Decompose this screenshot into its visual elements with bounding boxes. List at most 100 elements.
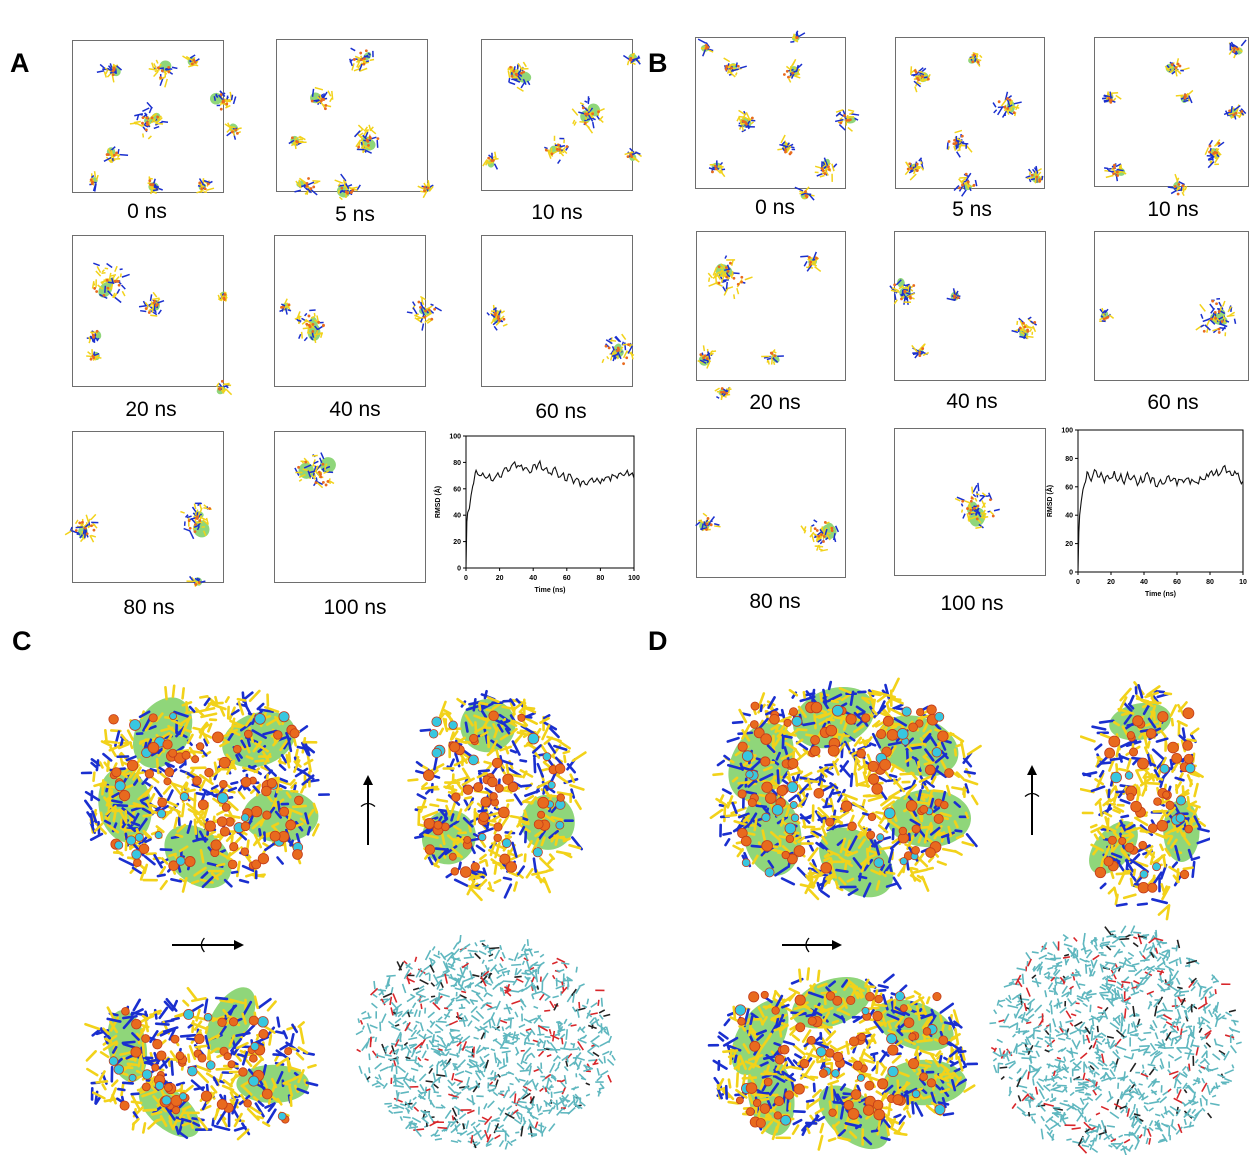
rmsd-plot-b-xtick-label-3: 60	[1173, 579, 1181, 586]
panel-d-side-view	[1080, 681, 1210, 921]
panel-b-snapshot-1-time-label: 0 ns	[755, 196, 795, 219]
panel-a-snapshot-6	[481, 235, 635, 387]
panel-b-snapshot-8	[894, 428, 1046, 576]
panel-a-snapshot-5-molecules	[279, 295, 442, 344]
rmsd-plot-a-xtick-label-1: 20	[496, 575, 504, 582]
panel-c-atomistic-view	[355, 935, 616, 1150]
panel-a-snapshot-6-molecules	[486, 304, 635, 366]
panel-b-snapshot-1	[695, 30, 860, 201]
panel-a-snapshot-6-time-label: 60 ns	[535, 400, 587, 423]
panel-b-snapshot-2-molecules	[904, 51, 1044, 197]
rotation-arrow-d-horizontal	[782, 937, 842, 953]
rmsd-plot-b-axes-frame	[1077, 429, 1244, 573]
panel-a-snapshot-8	[274, 431, 426, 583]
panel-b-snapshot-7	[695, 428, 846, 578]
panel-b-snapshot-5-time-label: 40 ns	[946, 390, 998, 413]
rmsd-plot-b-ytick-label-4: 80	[1065, 456, 1073, 463]
panel-b-snapshot-3-time-label: 10 ns	[1147, 198, 1199, 221]
rmsd-plot-a-xtick-label-2: 40	[529, 575, 537, 582]
rmsd-plot-b-ytick-label-5: 100	[1061, 428, 1073, 435]
rotation-arrow-c-vertical	[360, 775, 376, 845]
rmsd-plot-b-xtick-label-1: 20	[1107, 579, 1115, 586]
rmsd-plot-b: 0 20 40 60 80 10 0 20 40 60 80 100 Time (ns) RMSD (Å)	[1042, 422, 1249, 600]
panel-a-snapshot-4-time-label: 20 ns	[125, 398, 177, 421]
panel-d-letter: D	[648, 626, 668, 656]
rmsd-plot-a-xlabel: Time (ns)	[535, 587, 566, 594]
rmsd-plot-b-xlabel: Time (ns)	[1145, 591, 1176, 598]
panel-d-top-view	[709, 677, 982, 901]
panel-b-snapshot-4-time-label: 20 ns	[749, 391, 801, 414]
panel-a-snapshot-3-molecules	[482, 52, 643, 170]
rmsd-plot-a-ytick-label-0: 0	[457, 566, 461, 573]
panel-b-letter: B	[648, 48, 668, 78]
panel-a-snapshot-5-time-label: 40 ns	[329, 398, 381, 421]
panel-a-snapshot-1	[72, 40, 242, 195]
panel-a-snapshot-5	[274, 235, 442, 387]
rmsd-plot-a-ytick-label-4: 80	[453, 460, 461, 467]
panel-c-bottom-view	[84, 986, 319, 1141]
rmsd-plot-b-xtick-label-4: 80	[1206, 579, 1214, 586]
rmsd-plot-b-ytick-label-0: 0	[1069, 570, 1073, 577]
panel-c-side-view	[407, 689, 587, 902]
panel-b-snapshot-7-time-label: 80 ns	[749, 590, 801, 613]
panel-a-snapshot-7	[64, 431, 224, 587]
panel-b-snapshot-5-molecules	[889, 278, 1038, 359]
panel-b-snapshot-4-molecules	[697, 251, 822, 401]
rmsd-plot-a-xtick-label-0: 0	[464, 575, 468, 582]
rmsd-plot-b-xtick-label-5: 10	[1239, 579, 1247, 586]
rmsd-plot-a-series-line	[465, 459, 635, 569]
rmsd-plot-a: 0 20 40 60 80 100 0 20 40 60 80 100 Time (ns) RMSD (Å…	[430, 428, 640, 596]
panel-a-snapshot-8-time-label: 100 ns	[323, 596, 387, 619]
rmsd-plot-b-ytick-label-1: 20	[1065, 541, 1073, 548]
rmsd-plot-b-ylabel: RMSD (Å)	[1045, 485, 1054, 517]
rmsd-plot-a-ylabel: RMSD (Å)	[433, 486, 442, 518]
panel-b-snapshot-8-molecules	[954, 482, 1000, 529]
rmsd-plot-b-xtick-label-2: 40	[1140, 579, 1148, 586]
panel-a-snapshot-1-time-label: 0 ns	[127, 200, 167, 223]
panel-a-snapshot-4	[72, 235, 233, 396]
rotation-arrow-d-vertical	[1024, 765, 1040, 835]
rmsd-plot-a-ytick-label-2: 40	[453, 513, 461, 520]
panel-b-snapshot-3-molecules	[1102, 39, 1247, 197]
panel-a-snapshot-4-molecules	[86, 262, 233, 396]
rotation-arrow-c-horizontal	[172, 937, 244, 953]
panel-d-bottom-view	[707, 967, 979, 1151]
rmsd-plot-b-xtick-label-0: 0	[1076, 579, 1080, 586]
panel-c-top-view	[80, 684, 330, 893]
panel-a-snapshot-3-time-label: 10 ns	[531, 201, 583, 224]
panel-a-snapshot-3	[481, 39, 643, 191]
rmsd-plot-b-ytick-label-3: 60	[1065, 484, 1073, 491]
panel-b-snapshot-3	[1094, 37, 1249, 197]
panel-a-snapshot-1-molecules	[89, 54, 242, 195]
rmsd-plot-b-ytick-label-2: 40	[1065, 513, 1073, 520]
panel-b-snapshot-2	[895, 37, 1045, 197]
rmsd-plot-a-ytick-label-3: 60	[453, 486, 461, 493]
rmsd-plot-a-ytick-label-1: 20	[453, 539, 461, 546]
panel-a-snapshot-2-time-label: 5 ns	[335, 203, 375, 226]
panel-b-snapshot-1-molecules	[697, 30, 860, 201]
rmsd-plot-a-xtick-label-4: 80	[597, 575, 605, 582]
panel-b-snapshot-8-time-label: 100 ns	[940, 592, 1004, 615]
panel-a-snapshot-8-molecules	[294, 452, 336, 489]
panel-a-snapshot-2	[276, 39, 434, 201]
panel-a-snapshot-2-molecules	[288, 47, 434, 201]
panel-c-letter: C	[12, 626, 32, 656]
panel-b-snapshot-5	[889, 231, 1046, 381]
panel-b-snapshot-7-molecules	[695, 512, 840, 552]
rmsd-plot-a-ytick-label-5: 100	[449, 434, 461, 441]
panel-b-snapshot-2-time-label: 5 ns	[952, 198, 992, 221]
rmsd-plot-a-svg: 0 20 40 60 80 100 0 20 40 60 80 100 Time (ns) RMSD (Å…	[433, 434, 640, 595]
panel-b-snapshot-4	[696, 231, 846, 401]
panel-a-letter: A	[10, 48, 30, 78]
rmsd-plot-b-series-line	[1077, 464, 1244, 573]
rmsd-plot-a-xtick-label-3: 60	[563, 575, 571, 582]
panel-a-snapshot-7-molecules	[64, 502, 212, 587]
panel-d-atomistic-view	[989, 925, 1242, 1155]
panel-b-snapshot-6	[1094, 231, 1249, 381]
panel-b-snapshot-6-time-label: 60 ns	[1147, 391, 1199, 414]
panel-b-snapshot-6-molecules	[1099, 298, 1237, 337]
panel-a-snapshot-7-time-label: 80 ns	[123, 596, 175, 619]
rmsd-plot-a-xtick-label-5: 100	[628, 575, 640, 582]
rmsd-plot-a-axes-frame	[465, 435, 635, 569]
